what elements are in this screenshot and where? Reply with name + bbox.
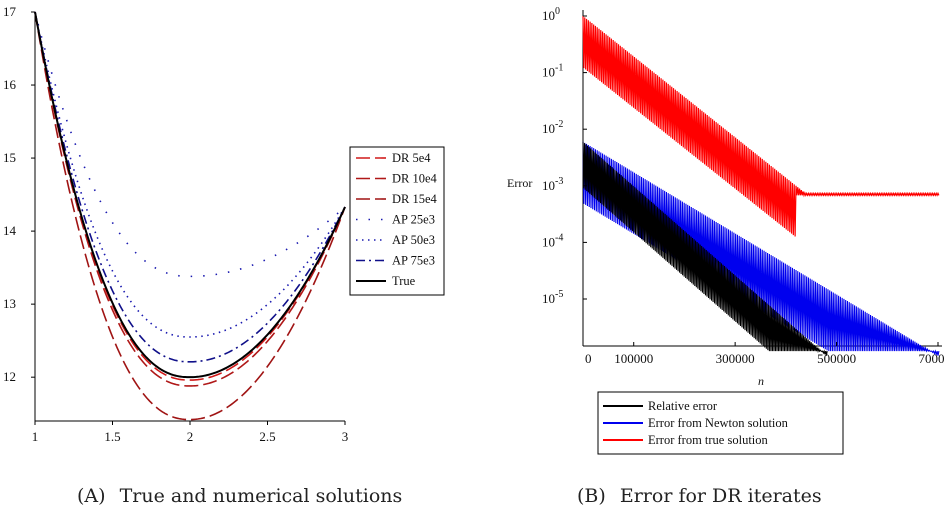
left-series-line-0 — [34, 11, 346, 381]
left-series-line-5 — [34, 11, 346, 363]
left-legend-label: DR 5e4 — [392, 151, 431, 165]
right-y-tick-exp: -2 — [555, 119, 563, 130]
left-legend-label: AP 25e3 — [392, 213, 435, 227]
right-y-tick-exp: -5 — [555, 289, 563, 300]
right-series-line-relative — [582, 141, 828, 356]
left-legend-box — [349, 146, 445, 296]
left-y-tick-label: 12 — [3, 369, 16, 384]
left-y-tick-label: 16 — [3, 77, 17, 92]
right-y-tick-base: 10 — [542, 8, 555, 23]
right-x-axis-label: n — [758, 374, 764, 388]
left-legend-label: AP 75e3 — [392, 254, 435, 268]
left-chart: 12 13 14 15 16 17 1 1.5 2 2.5 3 DR 5e4 DR 10e4 DR 1… — [3, 4, 445, 444]
right-y-tick-base: 10 — [542, 291, 555, 306]
left-legend-label: DR 10e4 — [392, 172, 438, 186]
right-x-tick-label: 700000 — [919, 351, 945, 366]
caption-right: (B) Error for DR iterates — [577, 485, 822, 507]
right-series-line-newton — [582, 141, 940, 357]
left-series-line-2 — [34, 11, 346, 421]
left-legend-label: True — [392, 274, 416, 288]
left-y-tick-label: 15 — [3, 150, 16, 165]
right-y-tick-base: 10 — [542, 121, 555, 136]
left-y-tick-label: 14 — [3, 223, 17, 238]
left-series-line-6 — [34, 11, 346, 379]
left-legend: DR 5e4 DR 10e4 DR 15e4 AP 25e3 AP 50e3 AP 75e… — [349, 146, 445, 296]
right-y-tick-exp: -1 — [555, 63, 563, 74]
left-series-line-3 — [34, 11, 346, 278]
left-legend-label: DR 15e4 — [392, 192, 438, 206]
caption-right-tag: (B) — [577, 485, 606, 507]
left-x-tick-label: 2 — [187, 429, 194, 444]
right-y-tick-label: 10-4 — [542, 232, 563, 249]
right-y-tick-label: 10-3 — [542, 176, 563, 193]
right-y-axis-label: Error — [507, 176, 532, 190]
right-legend-label: Relative error — [648, 399, 718, 413]
right-x-tick-label: 500000 — [817, 351, 856, 366]
left-x-tick-label: 2.5 — [259, 429, 275, 444]
caption-left: (A) True and numerical solutions — [77, 485, 402, 507]
right-x-tick-label: 100000 — [614, 351, 653, 366]
right-y-tick-label: 100 — [542, 6, 560, 23]
right-x-tick-label: 0 — [585, 351, 592, 366]
right-y-tick-label: 10-2 — [542, 119, 563, 136]
right-x-tick-label: 300000 — [716, 351, 755, 366]
caption-left-text: True and numerical solutions — [120, 485, 403, 507]
right-y-tick-exp: -4 — [555, 232, 563, 243]
right-y-tick-label: 10-5 — [542, 289, 563, 306]
right-legend-label: Error from Newton solution — [648, 416, 789, 430]
left-x-tick-label: 1.5 — [104, 429, 120, 444]
left-y-tick-label: 13 — [3, 296, 16, 311]
caption-left-tag: (A) — [77, 485, 106, 507]
right-y-tick-base: 10 — [542, 178, 555, 193]
right-series-line-true — [582, 15, 940, 237]
right-y-tick-label: 10-1 — [542, 63, 563, 80]
left-series-line-4 — [34, 11, 346, 338]
left-x-tick-label: 1 — [32, 429, 39, 444]
caption-right-text: Error for DR iterates — [620, 485, 822, 507]
left-x-tick-label: 3 — [342, 429, 349, 444]
right-y-tick-exp: -3 — [555, 176, 563, 187]
left-legend-label: AP 50e3 — [392, 233, 435, 247]
right-legend-label: Error from true solution — [648, 433, 769, 447]
left-y-tick-label: 17 — [3, 4, 17, 19]
left-series-line-1 — [34, 11, 346, 387]
right-y-tick-base: 10 — [542, 65, 555, 80]
right-y-tick-exp: 0 — [555, 6, 560, 17]
right-legend: Relative error Error from Newton solution… — [597, 391, 844, 455]
right-y-tick-base: 10 — [542, 234, 555, 249]
